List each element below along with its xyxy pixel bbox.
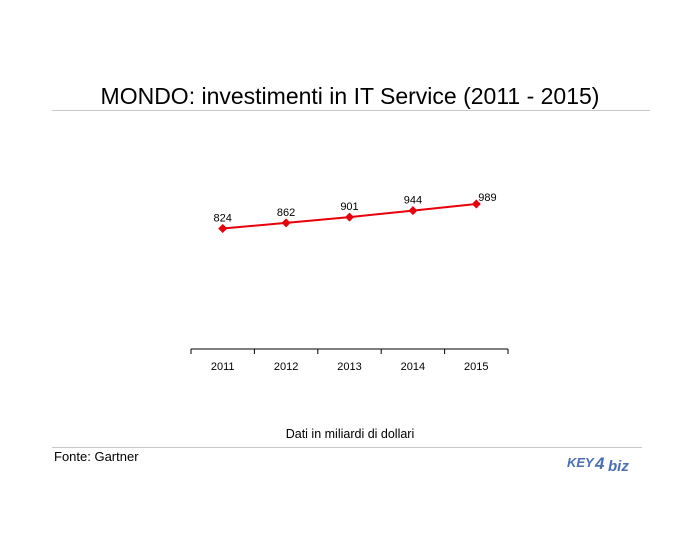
- source-label: Fonte: Gartner: [54, 449, 139, 464]
- logo-glyph: 4: [594, 454, 605, 473]
- key4biz-logo: KEY 4 biz: [567, 454, 629, 474]
- data-label: 901: [340, 201, 358, 213]
- x-tick-label: 2012: [274, 361, 298, 373]
- unit-note: Dati in miliardi di dollari: [285, 427, 415, 441]
- data-label: 862: [277, 207, 295, 219]
- data-point: [281, 218, 291, 228]
- series-layer: 824 862 901 944 989: [214, 192, 497, 233]
- x-tick-label: 2015: [464, 361, 488, 373]
- logo-text-key: KEY: [567, 455, 595, 470]
- data-label: 944: [404, 195, 422, 207]
- x-tick-label: 2013: [337, 361, 361, 373]
- data-label: 824: [214, 213, 232, 225]
- chart-title: MONDO: investimenti in IT Service (2011 …: [100, 83, 600, 109]
- data-point: [408, 206, 418, 216]
- x-tick-label: 2011: [211, 361, 235, 373]
- logo-text-biz: biz: [608, 458, 629, 474]
- data-label: 989: [478, 192, 496, 204]
- data-point: [345, 212, 354, 222]
- x-tick-label: 2014: [401, 361, 425, 373]
- data-point: [218, 224, 228, 233]
- footer-divider: [52, 447, 642, 448]
- x-axis: 2011 2012 2013 2014 2015: [190, 348, 509, 373]
- title-divider: [52, 110, 650, 111]
- data-point: [471, 199, 481, 209]
